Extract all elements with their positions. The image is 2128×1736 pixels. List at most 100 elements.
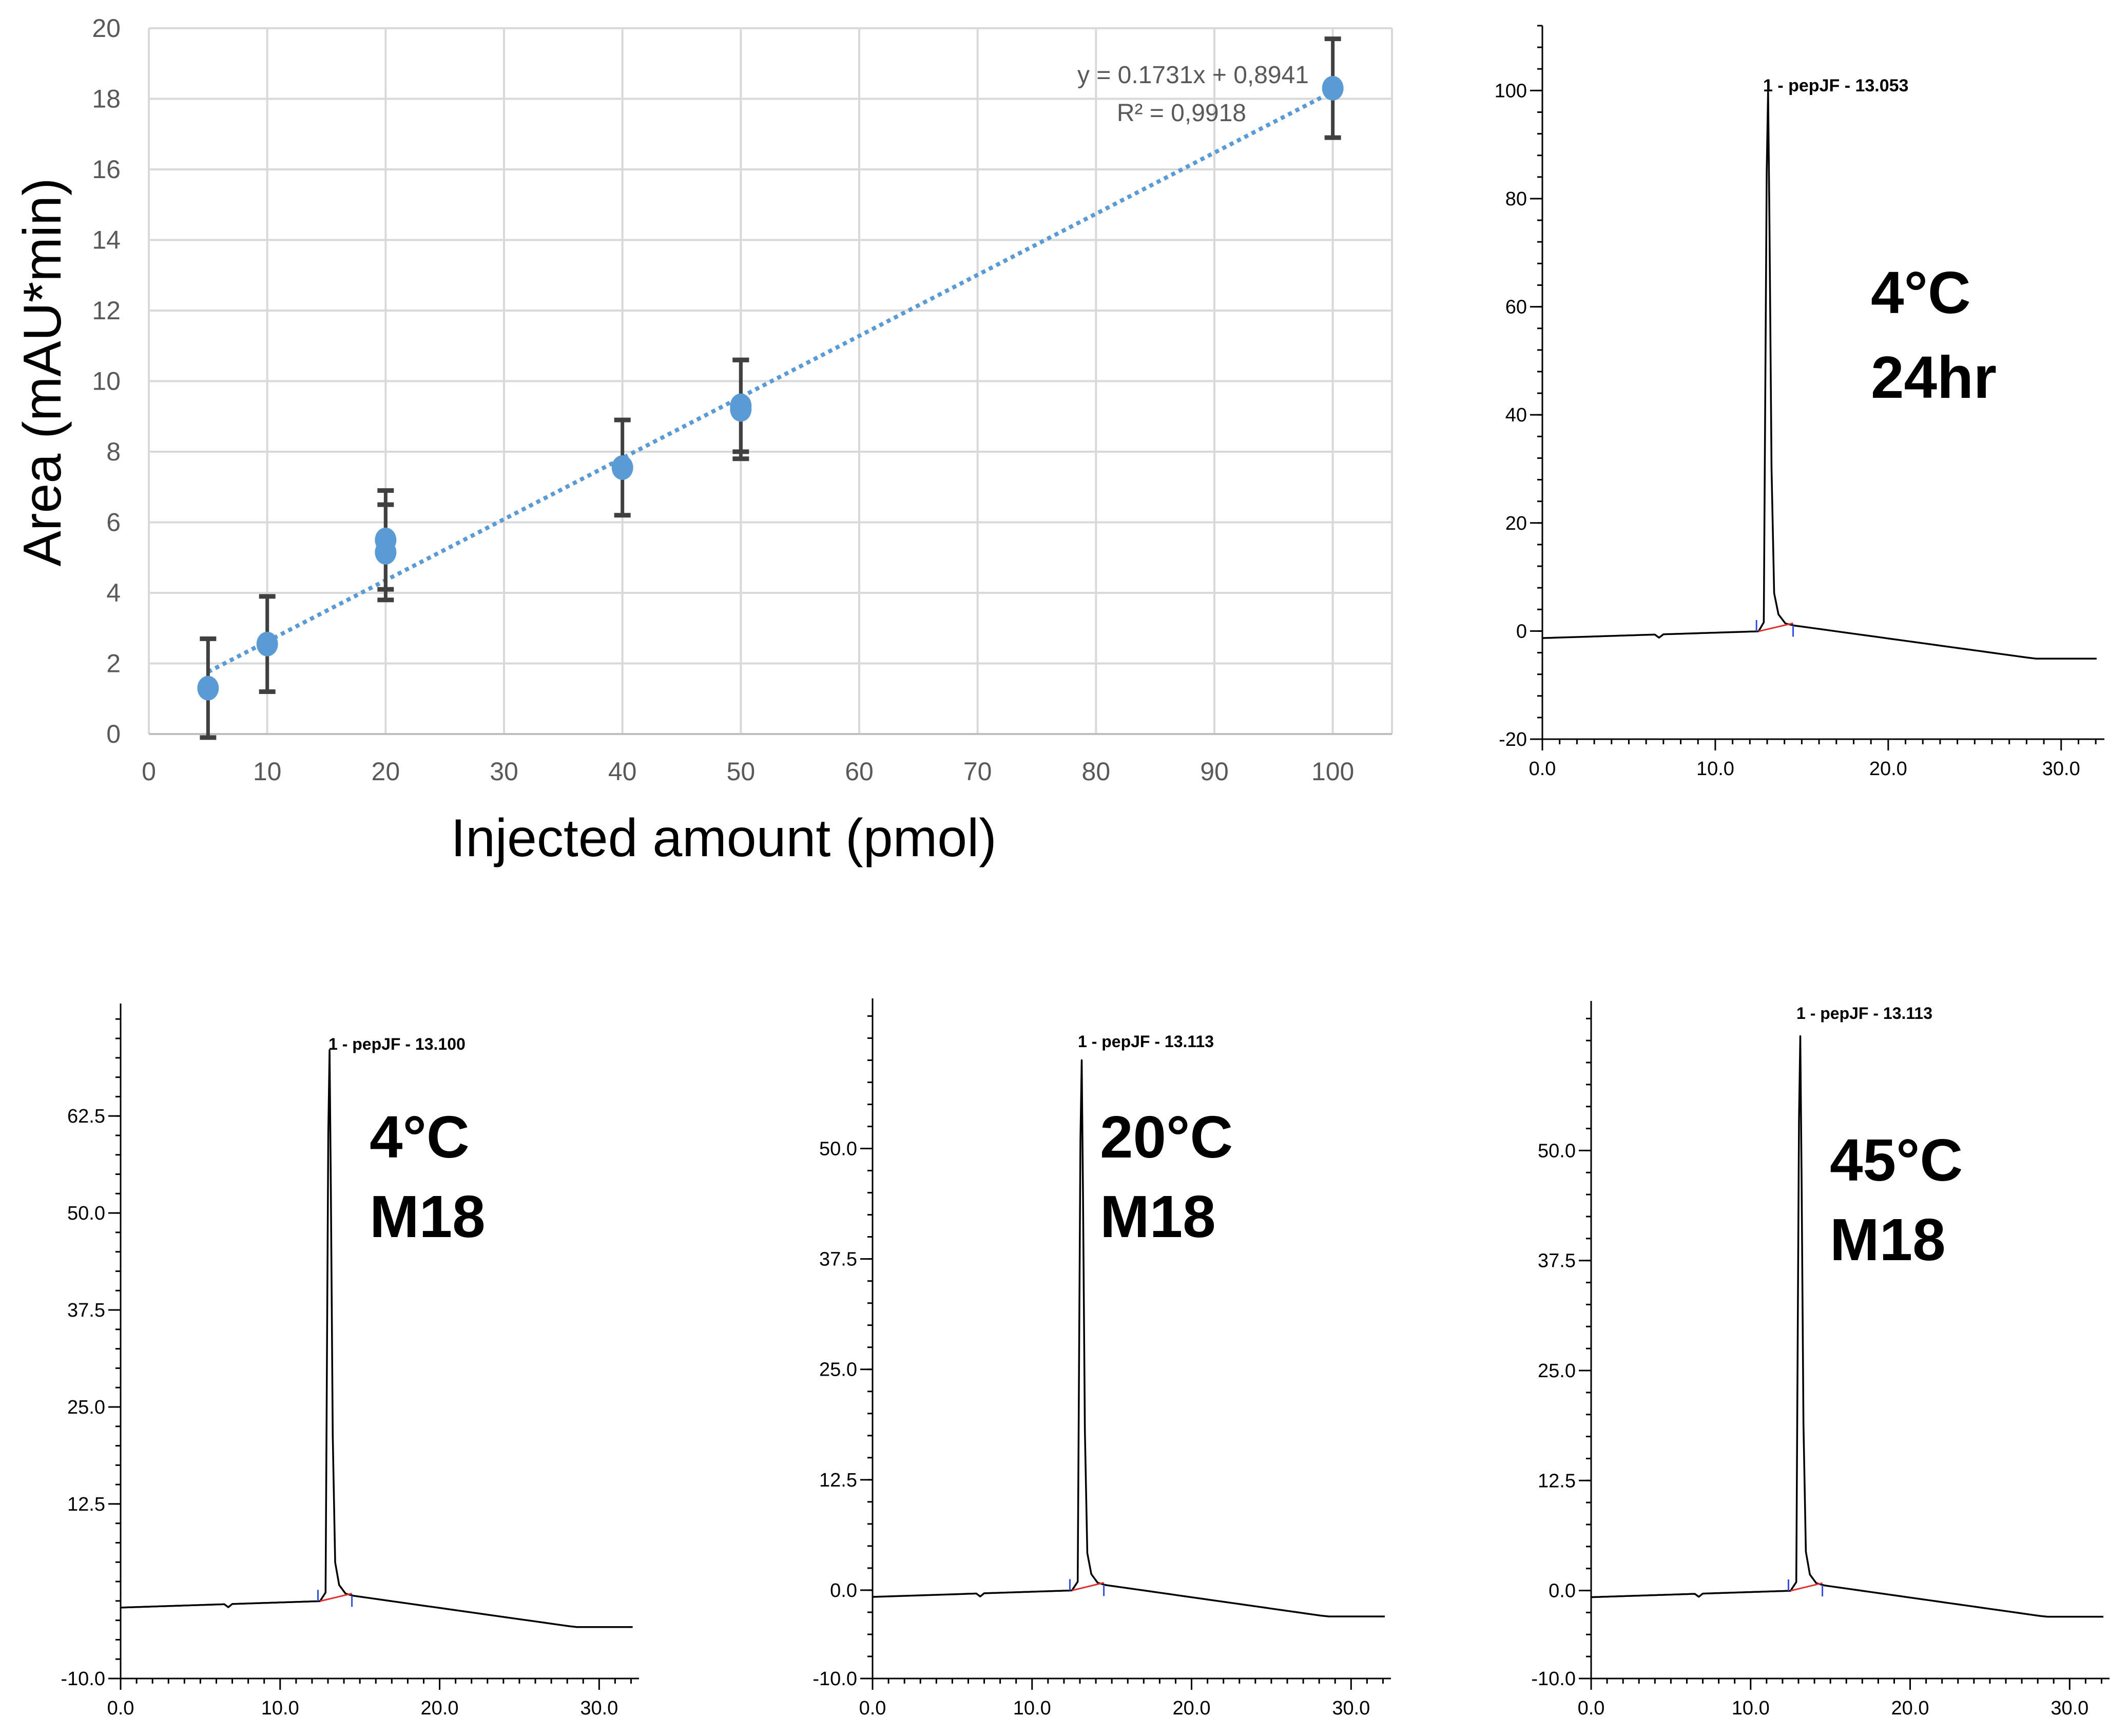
peak-label: 1 - pepJF - 13.113 <box>1078 1032 1214 1051</box>
data-point <box>611 455 633 480</box>
x-tick-label: 50 <box>727 757 756 786</box>
chromatogram-panel-4c-24hr: -20 0 20 40 60 80 100 0.0 10.0 20.0 30.0 1 - pepJF … <box>1495 25 2104 780</box>
data-point <box>256 631 278 657</box>
y-tick-label: 14 <box>92 226 121 255</box>
x-tick-label: 0.0 <box>859 1698 886 1719</box>
x-tick-label: 20.0 <box>421 1698 459 1719</box>
x-tick-label: 10 <box>253 757 282 786</box>
peak-label: 1 - pepJF - 13.100 <box>328 1035 466 1053</box>
y-tick-label: 10 <box>92 367 121 396</box>
chromatogram-trace <box>872 1059 1385 1617</box>
y-tick-label: 60 <box>1505 297 1527 318</box>
y-tick-label: 6 <box>106 508 121 537</box>
x-tick-label: 30 <box>490 757 518 786</box>
x-tick-label: 20 <box>372 757 400 786</box>
y-tick-label: 50.0 <box>67 1203 105 1224</box>
x-tick-label: 30.0 <box>580 1698 618 1719</box>
calibration-grid <box>148 27 1393 735</box>
x-tick-label: 100 <box>1311 757 1354 786</box>
y-tick-label: -10.0 <box>812 1668 857 1690</box>
y-tick-label: 37.5 <box>1538 1250 1576 1272</box>
data-point <box>1322 75 1344 101</box>
calibration-chart: 0 10 20 30 40 50 60 70 80 90 10002468101214161820 … <box>13 14 1393 868</box>
y-tick-label: 12.5 <box>67 1494 105 1515</box>
y-tick-label: 12.5 <box>819 1470 857 1491</box>
x-tick-label: 70 <box>963 757 992 786</box>
condition-temperature: 45°C <box>1830 1127 1963 1193</box>
y-tick-label: 25.0 <box>1538 1360 1576 1382</box>
calibration-equation: y = 0.1731x + 0,8941 <box>1077 62 1309 89</box>
condition-sample: M18 <box>370 1183 486 1250</box>
chromatogram-trace <box>1542 89 2097 660</box>
calibration-tick-labels: 0 10 20 30 40 50 60 70 80 90 100 0 2 4 6 8 10 12 14 16 18 20 <box>92 14 1354 786</box>
y-tick-label: 16 <box>92 155 121 184</box>
y-tick-label: 2 <box>106 649 121 678</box>
y-tick-label: 25.0 <box>67 1397 105 1418</box>
y-tick-label: 50.0 <box>1538 1140 1576 1162</box>
y-tick-label: 0.0 <box>830 1580 857 1602</box>
calibration-points <box>197 36 1344 740</box>
x-tick-label: 0.0 <box>1578 1698 1605 1719</box>
y-tick-label: 0.0 <box>1549 1580 1576 1602</box>
integration-baseline <box>1790 1582 1823 1592</box>
x-tick-label: 60 <box>845 757 874 786</box>
data-point <box>197 676 219 701</box>
x-tick-label: 80 <box>1082 757 1111 786</box>
y-tick-label: -20 <box>1499 729 1527 750</box>
y-tick-label: 0 <box>1516 621 1527 642</box>
trendline <box>207 89 1334 674</box>
calibration-x-label: Injected amount (pmol) <box>451 808 997 868</box>
condition-sample: 24hr <box>1871 344 1997 411</box>
condition-sample: M18 <box>1100 1183 1216 1250</box>
y-tick-label: -10.0 <box>61 1668 105 1690</box>
peak-label: 1 - pepJF - 13.053 <box>1763 76 1908 95</box>
y-tick-label: 12.5 <box>1538 1470 1576 1492</box>
condition-temperature: 4°C <box>370 1104 470 1170</box>
peak-label: 1 - pepJF - 13.113 <box>1796 1004 1932 1023</box>
y-tick-label: 80 <box>1505 188 1527 210</box>
x-tick-label: 40 <box>608 757 637 786</box>
y-tick-label: 100 <box>1495 80 1527 102</box>
x-tick-label: 10.0 <box>1732 1698 1770 1719</box>
y-tick-label: 20 <box>92 14 121 43</box>
data-point <box>375 539 397 565</box>
y-tick-label: 12 <box>92 296 121 325</box>
x-tick-label: 20.0 <box>1891 1698 1929 1719</box>
y-tick-label: 37.5 <box>67 1300 105 1321</box>
x-tick-label: 0.0 <box>1529 758 1556 780</box>
chromatogram-panel-4c-m18: -10.0 12.5 25.0 37.5 50.0 62.5 0.0 10.0 20.0 30.0… <box>61 1004 639 1719</box>
y-tick-label: 40 <box>1505 404 1527 426</box>
x-tick-label: 30.0 <box>1332 1698 1370 1719</box>
y-tick-label: 37.5 <box>819 1249 857 1270</box>
integration-baseline <box>320 1592 352 1602</box>
y-tick-label: 8 <box>106 437 121 466</box>
x-tick-label: 20.0 <box>1173 1698 1211 1719</box>
condition-temperature: 20°C <box>1100 1104 1233 1170</box>
x-tick-label: 30.0 <box>2050 1698 2088 1719</box>
x-tick-label: 10.0 <box>261 1698 299 1719</box>
y-tick-label: 50.0 <box>819 1139 857 1160</box>
integration-baseline <box>1072 1581 1104 1591</box>
calibration-trendline <box>207 89 1334 674</box>
x-tick-label: 30.0 <box>2042 758 2080 780</box>
condition-sample: M18 <box>1830 1206 1946 1273</box>
y-tick-label: 62.5 <box>67 1106 105 1127</box>
y-tick-label: 0 <box>106 720 121 748</box>
y-tick-label: -10.0 <box>1531 1668 1576 1690</box>
x-tick-label: 20.0 <box>1869 758 1907 780</box>
y-tick-label: 25.0 <box>819 1359 857 1381</box>
condition-temperature: 4°C <box>1871 259 1971 326</box>
calibration-r2: R² = 0,9918 <box>1117 100 1246 127</box>
chromatogram-panel-20c-m18: -10.00.012.525.037.550.00.0 10.0 20.0 30.01… <box>812 998 1391 1719</box>
y-tick-label: 20 <box>1505 513 1527 534</box>
y-tick-label: 18 <box>92 85 121 113</box>
x-tick-label: 0.0 <box>107 1698 134 1719</box>
chromatogram-trace <box>1591 1035 2103 1618</box>
x-tick-label: 10.0 <box>1696 758 1734 780</box>
x-tick-label: 0 <box>142 757 156 786</box>
x-tick-label: 90 <box>1200 757 1229 786</box>
chromatogram-trace <box>120 1049 633 1628</box>
integration-baseline <box>1758 622 1793 632</box>
chromatogram-panel-45c-m18: -10.00.012.525.037.550.00.0 10.0 20.0 30.01… <box>1531 1001 2110 1719</box>
